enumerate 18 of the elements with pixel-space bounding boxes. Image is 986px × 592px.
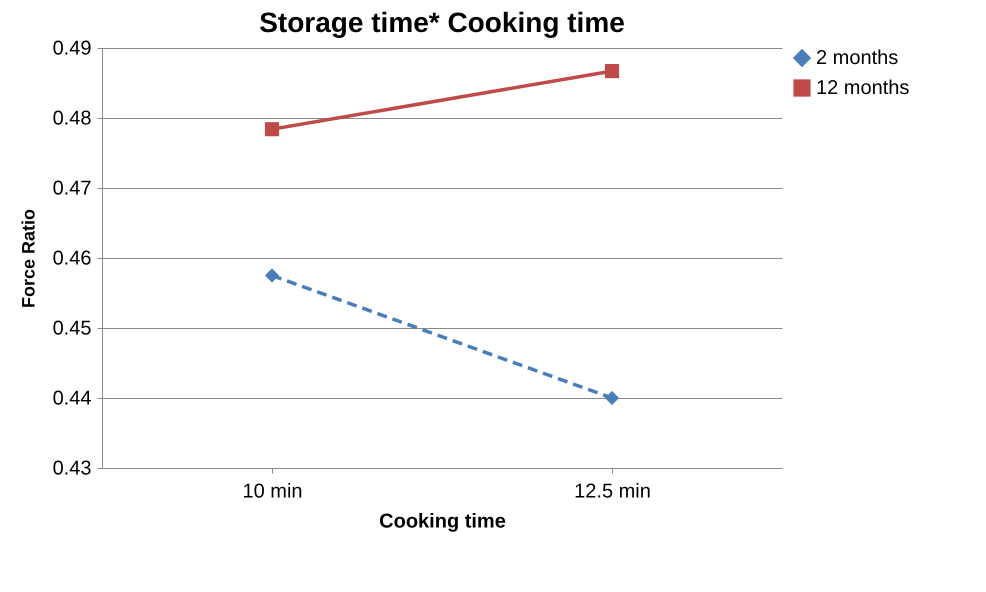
y-tick-label: 0.49 <box>52 38 92 60</box>
x-tick-label: 12.5 min <box>574 480 651 502</box>
y-tick-label: 0.48 <box>52 108 92 130</box>
y-tick-label: 0.47 <box>52 178 92 200</box>
x-axis-title: Cooking time <box>379 510 506 532</box>
chart-title: Storage time* Cooking time <box>259 7 625 38</box>
point <box>264 268 280 283</box>
y-axis-title: Force Ratio <box>18 208 39 308</box>
y-tick-label: 0.46 <box>52 248 92 270</box>
point <box>264 122 280 136</box>
legend-label: 12 months <box>816 77 910 99</box>
y-tick-label: 0.44 <box>52 388 92 410</box>
point <box>604 64 620 78</box>
x-tick-label: 10 min <box>242 480 303 502</box>
point <box>604 390 620 406</box>
y-tick-label: 0.45 <box>52 318 92 340</box>
y-tick-label: 0.43 <box>52 458 92 480</box>
legend-label: 2 months <box>816 47 898 69</box>
